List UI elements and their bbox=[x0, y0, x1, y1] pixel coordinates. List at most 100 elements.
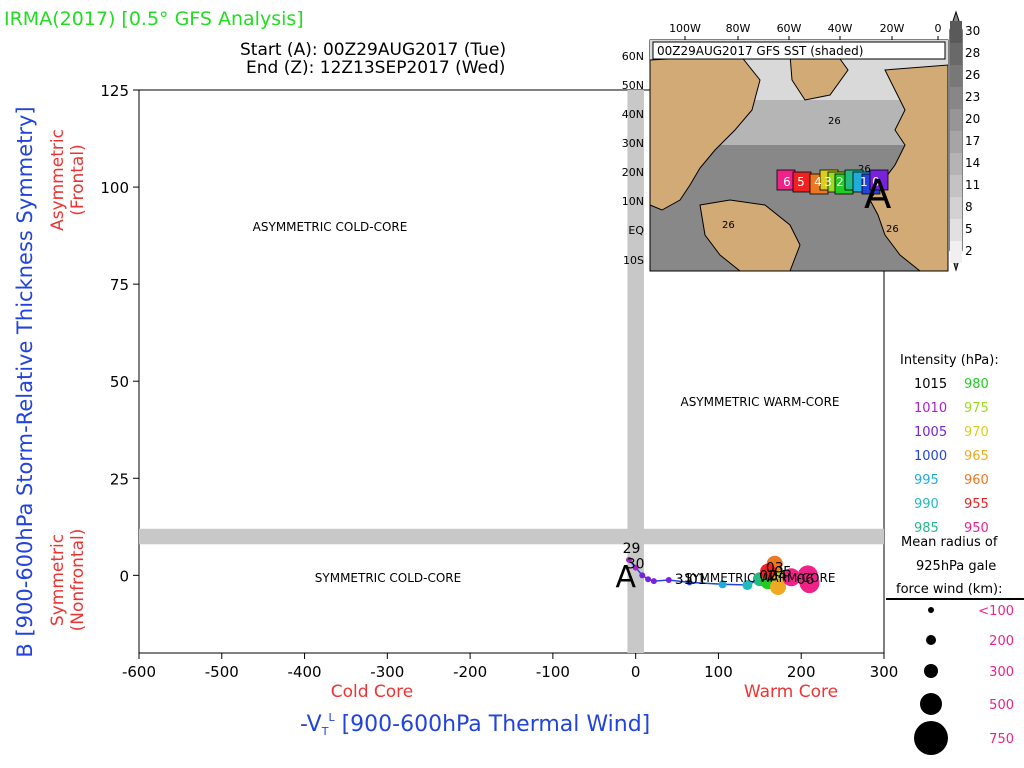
intensity-value: 1010 bbox=[914, 401, 948, 416]
x-tick-label: -500 bbox=[205, 663, 239, 681]
map-caption: 00Z29AUG2017 GFS SST (shaded) bbox=[657, 44, 863, 58]
colorbar-label: 17 bbox=[965, 134, 980, 148]
x-tick-label: -600 bbox=[122, 663, 156, 681]
track-point bbox=[718, 580, 727, 589]
shaded-bands bbox=[139, 90, 884, 653]
map-lat-labels: 60N 50N 40N 30N 20N 10N EQ 10S bbox=[622, 50, 645, 267]
sst-label-2: 26 bbox=[722, 220, 735, 231]
track-point bbox=[782, 568, 801, 587]
radius-title-1: Mean radius of bbox=[901, 535, 998, 550]
intensity-value: 950 bbox=[964, 521, 989, 536]
map-lat-label: 30N bbox=[622, 137, 644, 150]
colorbar-label: 2 bbox=[965, 244, 973, 258]
radius-dot bbox=[920, 693, 942, 715]
intensity-value: 975 bbox=[964, 401, 989, 416]
track-point bbox=[639, 572, 646, 579]
y-tick-label: 125 bbox=[100, 82, 129, 100]
map-lon-label: 40W bbox=[828, 22, 853, 35]
x-tick-label: -100 bbox=[536, 663, 570, 681]
track-point bbox=[650, 578, 657, 585]
colorbar-cell bbox=[950, 65, 962, 87]
track-point bbox=[770, 578, 787, 595]
colorbar-label: 30 bbox=[965, 24, 980, 38]
colorbar-label: 26 bbox=[965, 68, 980, 82]
colorbar-cell bbox=[950, 175, 962, 197]
sst-label-4: 26 bbox=[858, 164, 871, 175]
intensity-value: 970 bbox=[964, 425, 989, 440]
inset-map: 00Z29AUG2017 GFS SST (shaded) 100W 80W 60W… bbox=[622, 22, 949, 272]
legend: Intensity (hPa): 1015 980 1010 975 1005 970 10… bbox=[886, 350, 1024, 768]
x-axis-label: -VTL [900-600hPa Thermal Wind] bbox=[300, 711, 650, 738]
track-point bbox=[665, 577, 672, 584]
colorbar-cell bbox=[950, 21, 962, 43]
x-tick-label: 100 bbox=[704, 663, 733, 681]
intensity-value: 960 bbox=[964, 473, 989, 488]
intensity-value: 985 bbox=[914, 521, 939, 536]
colorbar-cell bbox=[950, 109, 962, 131]
radius-legend: <100 200 300 500 750 bbox=[914, 604, 1014, 755]
map-lon-label: 0 bbox=[935, 22, 942, 35]
sst-colorbar: 30 28 26 23 20 17 14 11 8 5 2 bbox=[949, 10, 980, 272]
map-start-marker: A bbox=[864, 172, 892, 218]
y-tick-label: 100 bbox=[100, 179, 129, 197]
region-sym-cold: SYMMETRIC COLD-CORE bbox=[315, 571, 461, 585]
region-asym-warm: ASYMMETRIC WARM-CORE bbox=[680, 395, 839, 409]
track-day-label: 03 bbox=[766, 561, 784, 577]
map-lat-label: 40N bbox=[622, 108, 644, 121]
start-time: Start (A): 00Z29AUG2017 (Tue) bbox=[240, 40, 507, 60]
colorbar-label: 20 bbox=[965, 112, 980, 126]
y-axis-label: B [900-600hPa Storm-Relative Thickness S… bbox=[13, 106, 37, 657]
map-africa-europe bbox=[869, 64, 949, 272]
colorbar-cell bbox=[950, 43, 962, 65]
nonfrontal-label: (Nonfrontal) bbox=[68, 529, 88, 632]
map-track-label: 5 bbox=[797, 175, 805, 189]
intensity-value: 955 bbox=[964, 497, 989, 512]
y-tick-label: 0 bbox=[119, 567, 129, 585]
intensity-value: 990 bbox=[914, 497, 939, 512]
cold-core-label: Cold Core bbox=[331, 682, 414, 702]
map-lon-label: 20W bbox=[880, 22, 905, 35]
map-track-label: 0 bbox=[872, 175, 880, 189]
radius-dot bbox=[924, 664, 938, 678]
track-day-label: 06 bbox=[796, 572, 814, 588]
intensity-value: 1005 bbox=[914, 425, 948, 440]
radius-value: <100 bbox=[978, 604, 1014, 619]
map-lat-label: 60N bbox=[622, 50, 644, 63]
map-lon-label: 80W bbox=[726, 22, 751, 35]
track-day-label: 31 bbox=[675, 572, 693, 588]
colorbar-label: 23 bbox=[965, 90, 980, 104]
radius-dot bbox=[928, 607, 934, 613]
radius-value: 500 bbox=[989, 698, 1014, 713]
track-day-label: 01 bbox=[689, 572, 707, 588]
colorbar-cell bbox=[950, 241, 962, 263]
y-tick-label: 25 bbox=[110, 470, 129, 488]
map-lat-label: 20N bbox=[622, 166, 644, 179]
map-track-marker bbox=[869, 169, 889, 191]
map-caption-box bbox=[652, 41, 946, 60]
map-lat-label: 10S bbox=[623, 254, 644, 267]
y-tick-label: 50 bbox=[110, 373, 129, 391]
colorbar-label: 8 bbox=[965, 200, 973, 214]
track-point bbox=[632, 564, 639, 571]
intensity-value: 1000 bbox=[914, 449, 948, 464]
intensity-title: Intensity (hPa): bbox=[900, 353, 999, 368]
x-tick-label: -400 bbox=[288, 663, 322, 681]
map-track-label: 6 bbox=[783, 175, 791, 189]
x-tick-label: 300 bbox=[870, 663, 899, 681]
x-tick-label: -300 bbox=[370, 663, 404, 681]
x-label-sub: T bbox=[321, 725, 329, 738]
track-point bbox=[645, 576, 652, 583]
track-point bbox=[626, 556, 633, 563]
x-tick-label: -200 bbox=[453, 663, 487, 681]
track-point bbox=[799, 573, 820, 594]
track-day-label: 04 bbox=[769, 568, 787, 584]
region-sym-warm: SYMMETRIC WARM-CORE bbox=[685, 571, 836, 585]
colorbar-cell bbox=[950, 153, 962, 175]
map-track-label: 2 bbox=[836, 175, 844, 189]
track-start-marker: A bbox=[615, 560, 636, 595]
track-point bbox=[760, 563, 777, 580]
track-day-label: 30 bbox=[627, 557, 645, 573]
sst-label-3: 26 bbox=[886, 224, 899, 235]
map-north-america bbox=[649, 54, 761, 211]
